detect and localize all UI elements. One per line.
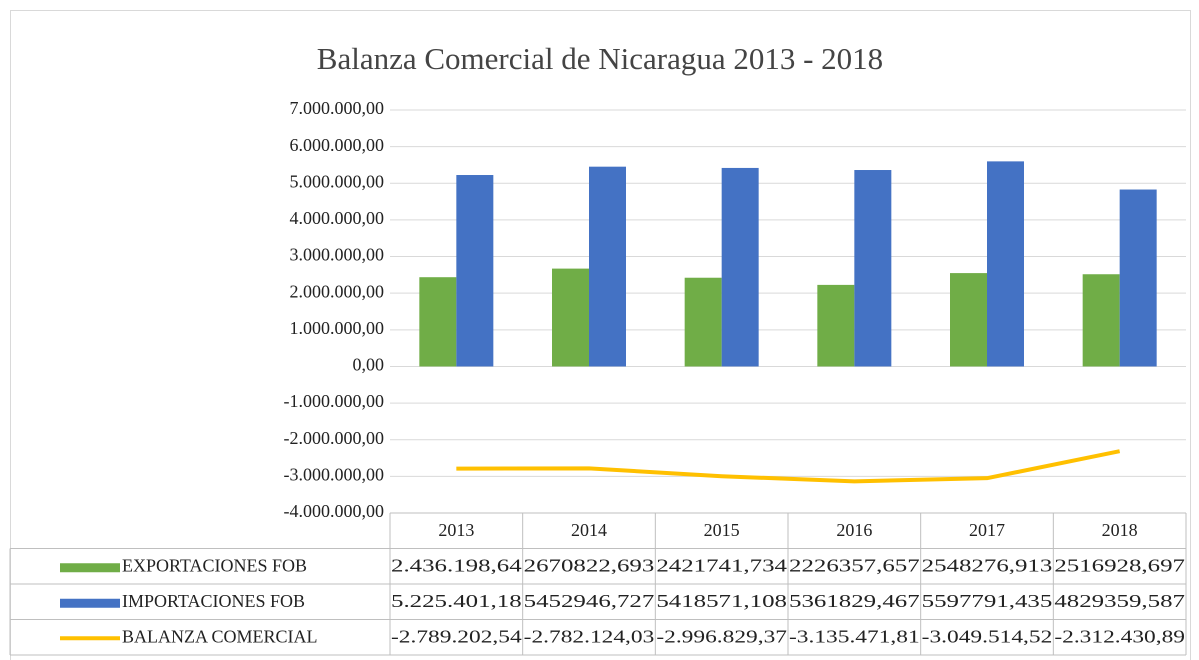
legend-key xyxy=(60,563,120,573)
y-tick-label: 6.000.000,00 xyxy=(290,135,385,155)
legend-label: IMPORTACIONES FOB xyxy=(122,591,305,611)
bar xyxy=(456,175,494,367)
bar xyxy=(684,277,722,367)
data-label: 2.436.198,64 xyxy=(391,555,522,575)
legend-label: EXPORTACIONES FOB xyxy=(122,555,307,575)
legend-key xyxy=(60,598,120,608)
bar xyxy=(950,273,987,367)
data-label: 2421741,734 xyxy=(656,555,787,575)
data-label: 2670822,693 xyxy=(524,555,655,575)
data-label: 2226357,657 xyxy=(789,555,920,575)
y-tick-label: -1.000.000,00 xyxy=(284,391,385,411)
data-label: -3.135.471,81 xyxy=(789,626,920,646)
data-label: 5.225.401,18 xyxy=(391,591,522,611)
line xyxy=(456,449,1121,484)
y-tick-label: -2.000.000,00 xyxy=(284,428,385,448)
data-label: 2548276,913 xyxy=(922,555,1053,575)
y-tick-label: 2.000.000,00 xyxy=(290,281,385,301)
x-tick-label: 2014 xyxy=(571,520,607,540)
x-tick-label: 2015 xyxy=(704,520,740,540)
data-label: 4829359,587 xyxy=(1054,591,1185,611)
chart-title: Balanza Comercial de Nicaragua 2013 - 20… xyxy=(317,41,883,76)
data-label: -2.312.430,89 xyxy=(1054,626,1185,646)
bar xyxy=(817,284,855,367)
bar xyxy=(854,170,892,367)
y-tick-label: 3.000.000,00 xyxy=(290,245,385,265)
bar xyxy=(552,268,589,367)
x-tick-label: 2016 xyxy=(836,520,872,540)
data-label: 5452946,727 xyxy=(524,591,655,611)
y-tick-label: 4.000.000,00 xyxy=(290,208,385,228)
data-label: -2.782.124,03 xyxy=(524,626,655,646)
x-tick-label: 2013 xyxy=(438,520,474,540)
y-tick-label: 7.000.000,00 xyxy=(290,98,385,118)
data-label: -3.049.514,52 xyxy=(922,626,1053,646)
data-label: -2.789.202,54 xyxy=(391,626,522,646)
legend-label: BALANZA COMERCIAL xyxy=(122,626,318,646)
chart-frame xyxy=(10,10,1191,660)
y-tick-label: -4.000.000,00 xyxy=(284,501,385,521)
bar xyxy=(589,166,626,367)
y-tick-label: 0,00 xyxy=(353,355,385,375)
data-label: -2.996.829,37 xyxy=(656,626,787,646)
data-label: 2516928,697 xyxy=(1054,555,1185,575)
data-label: 5361829,467 xyxy=(789,591,920,611)
bar xyxy=(987,161,1024,367)
y-tick-label: 1.000.000,00 xyxy=(290,318,385,338)
bar xyxy=(1119,189,1157,367)
bar xyxy=(419,277,457,367)
y-tick-label: 5.000.000,00 xyxy=(290,171,385,191)
bar xyxy=(721,167,759,367)
bar xyxy=(1082,274,1120,367)
x-tick-label: 2018 xyxy=(1102,520,1138,540)
y-tick-label: -3.000.000,00 xyxy=(284,464,385,484)
data-label: 5597791,435 xyxy=(922,591,1053,611)
data-label: 5418571,108 xyxy=(656,591,787,611)
x-tick-label: 2017 xyxy=(969,520,1005,540)
